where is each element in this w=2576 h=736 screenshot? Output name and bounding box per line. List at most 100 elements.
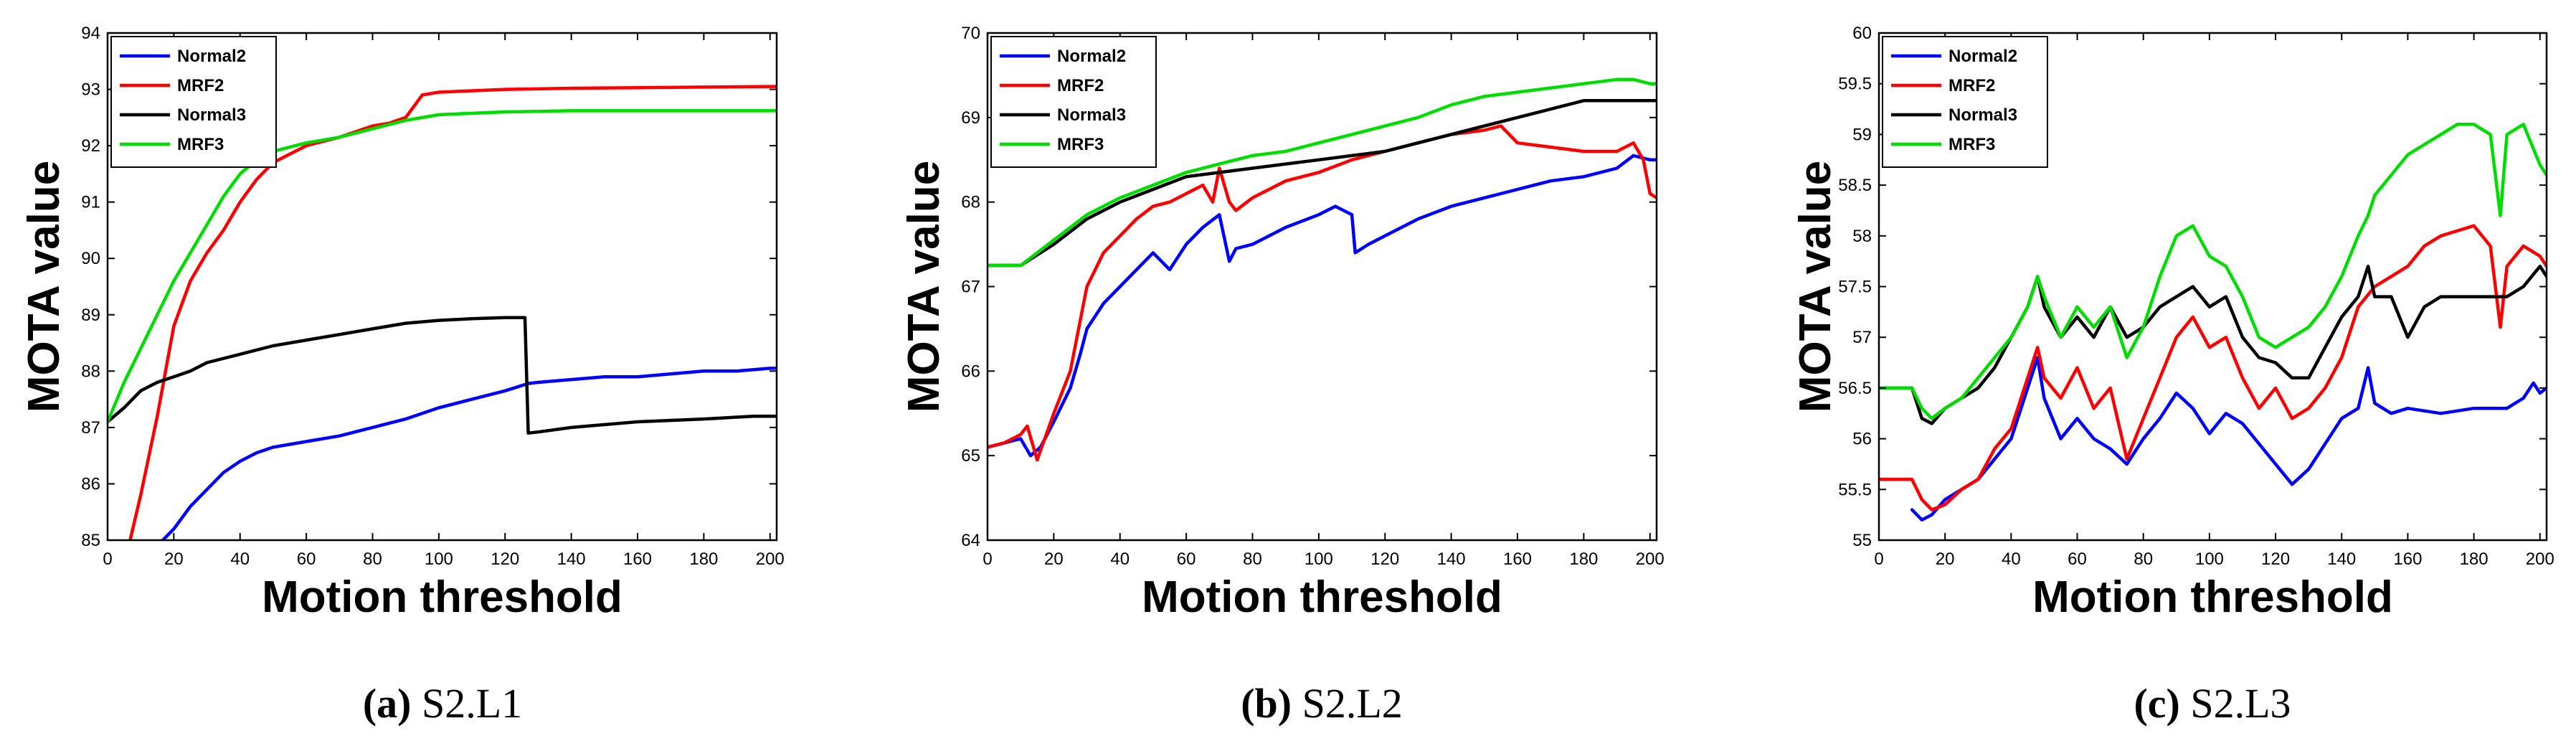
x-tick-label: 80 (2134, 549, 2153, 569)
x-tick-label: 20 (164, 549, 184, 569)
legend-label-mrf3: MRF3 (1057, 135, 1104, 154)
x-tick-label: 180 (689, 549, 718, 569)
x-tick-label: 20 (1936, 549, 1955, 569)
y-tick-label: 67 (961, 278, 980, 297)
chart-1: 0 20 40 60 80 100 120 140 160 180 200 85 86 87 88 89 90 9… (19, 24, 785, 727)
x-tick-label: 40 (1110, 549, 1130, 569)
x-tick-label: 140 (557, 549, 586, 569)
y-tick-label: 90 (81, 249, 100, 268)
x-tick-label: 200 (1636, 549, 1665, 569)
y-tick-label: 86 (81, 474, 100, 494)
legend-label-normal3: Normal3 (177, 105, 246, 125)
x-tick-label: 60 (2068, 549, 2087, 569)
legend-label-mrf2: MRF2 (177, 76, 224, 95)
caption-letter: (c) (2134, 680, 2179, 727)
x-tick-label: 160 (2393, 549, 2422, 569)
y-tick-label: 85 (81, 531, 100, 550)
series-group (1879, 123, 2547, 522)
legend-label-normal2: Normal2 (1948, 47, 2017, 66)
y-tick-label: 59.5 (1838, 75, 1872, 94)
x-tick-label: 40 (230, 549, 250, 569)
caption-text: S2.L1 (411, 680, 522, 727)
y-tick-label: 57 (1852, 328, 1872, 347)
series-line-normal2 (1910, 356, 2547, 522)
y-tick-label: 59 (1852, 125, 1872, 144)
caption: (c) S2.L3 (2134, 680, 2291, 727)
legend-label-normal3: Normal3 (1948, 105, 2017, 125)
x-tick-label: 100 (425, 549, 453, 569)
y-tick-label: 91 (81, 193, 100, 212)
x-tick-label: 80 (1243, 549, 1262, 569)
series-group (108, 85, 777, 540)
series-line-normal3 (988, 99, 1657, 268)
y-axis-label: MOTA value (899, 161, 949, 412)
series-line-mrf2 (988, 124, 1657, 462)
series-line-mrf3 (108, 109, 777, 424)
y-tick-label: 58 (1852, 227, 1872, 246)
x-tick-label: 40 (2002, 549, 2021, 569)
x-tick-label: 0 (1874, 549, 1883, 569)
series-line-normal3 (1879, 264, 2547, 425)
legend-label-normal2: Normal2 (177, 47, 246, 66)
x-tick-label: 160 (623, 549, 652, 569)
x-axis-label: Motion threshold (1142, 572, 1502, 622)
y-tick-label: 70 (961, 24, 980, 43)
series-group (988, 77, 1657, 462)
x-tick-label: 0 (982, 549, 992, 569)
y-tick-label: 69 (961, 108, 980, 128)
y-tick-label: 88 (81, 362, 100, 381)
y-axis-label: MOTA value (1791, 161, 1840, 412)
y-tick-label: 94 (81, 24, 100, 43)
x-axis-label: Motion threshold (262, 572, 622, 622)
y-tick-label: 64 (961, 531, 980, 550)
x-tick-label: 120 (491, 549, 519, 569)
x-tick-label: 20 (1044, 549, 1064, 569)
axes-box (106, 32, 778, 542)
chart-2: 0 20 40 60 80 100 120 140 160 180 200 64 65 66 67 68 69 7… (899, 24, 1665, 727)
y-axis-label: MOTA value (19, 161, 69, 412)
chart-3: 0 20 40 60 80 100 120 140 160 180 200 55 55.5 56 56.5 5… (1791, 24, 2554, 727)
x-axis-label: Motion threshold (2032, 572, 2393, 622)
y-tick-label: 56.5 (1838, 379, 1872, 398)
caption-letter: (b) (1241, 680, 1292, 727)
legend-label-normal2: Normal2 (1057, 47, 1126, 66)
legend-label-mrf3: MRF3 (177, 135, 224, 154)
legend-label-normal3: Normal3 (1057, 105, 1126, 125)
y-tick-label: 57.5 (1838, 278, 1872, 297)
y-tick-label: 93 (81, 80, 100, 100)
x-tick-label: 60 (297, 549, 316, 569)
y-tick-label: 68 (961, 193, 980, 212)
x-tick-label: 160 (1503, 549, 1532, 569)
caption-text: S2.L2 (1292, 680, 1403, 727)
x-tick-label: 140 (2327, 549, 2356, 569)
y-tick-label: 66 (961, 362, 980, 381)
caption-text: S2.L3 (2180, 680, 2291, 727)
y-tick-label: 58.5 (1838, 176, 1872, 195)
legend: Normal2 MRF2 Normal3 MRF3 (1882, 36, 2048, 168)
x-tick-label: 180 (1569, 549, 1598, 569)
x-tick-label: 60 (1177, 549, 1196, 569)
series-line-mrf3 (988, 77, 1657, 268)
series-line-mrf2 (1879, 224, 2547, 511)
y-tick-label: 87 (81, 418, 100, 438)
x-tick-label: 100 (1304, 549, 1333, 569)
y-tick-label: 55 (1852, 531, 1872, 550)
legend-label-mrf2: MRF2 (1057, 76, 1104, 95)
legend: Normal2 MRF2 Normal3 MRF3 (990, 36, 1157, 168)
x-tick-label: 120 (2261, 549, 2290, 569)
series-line-normal2 (988, 154, 1657, 458)
x-tick-label: 80 (363, 549, 382, 569)
x-tick-label: 200 (2526, 549, 2554, 569)
caption: (a) S2.L1 (363, 680, 522, 727)
series-line-normal3 (108, 316, 777, 435)
legend-label-mrf2: MRF2 (1948, 76, 1995, 95)
y-tick-label: 60 (1852, 24, 1872, 43)
x-tick-label: 0 (103, 549, 112, 569)
y-tick-label: 55.5 (1838, 480, 1872, 499)
x-tick-label: 120 (1370, 549, 1399, 569)
series-line-mrf3 (1879, 123, 2547, 420)
legend-label-mrf3: MRF3 (1948, 135, 1995, 154)
y-tick-label: 92 (81, 136, 100, 156)
y-tick-label: 56 (1852, 430, 1872, 449)
